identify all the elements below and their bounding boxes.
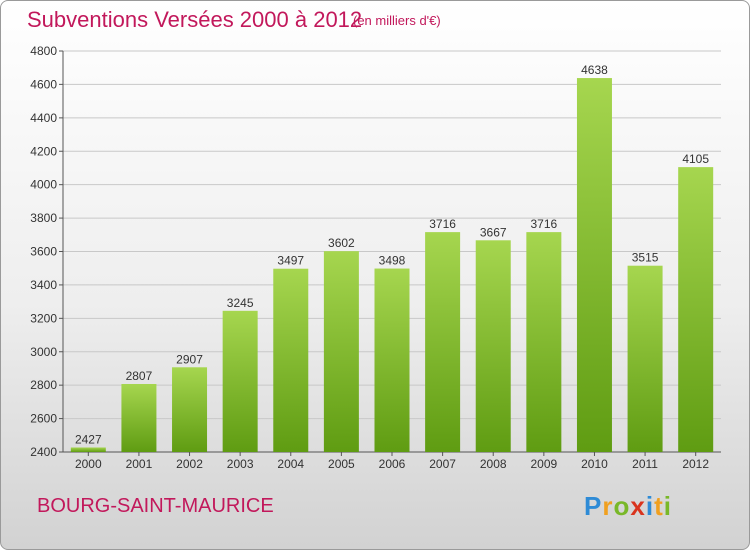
bar-2009 [526, 232, 562, 452]
logo-letter: r [602, 491, 614, 521]
x-tick-label-2001: 2001 [126, 457, 153, 471]
y-tick-label: 3200 [30, 311, 57, 325]
y-tick-label: 4600 [30, 77, 57, 91]
bar-2001 [121, 383, 157, 452]
bar-2000 [70, 447, 106, 452]
value-label-2005: 3602 [328, 236, 355, 250]
x-tick-label-2009: 2009 [530, 457, 557, 471]
bar-2007 [425, 232, 461, 452]
label-layer: 2427 2807 2907 3245 3497 3602 3498 3716 3667 3716… [75, 63, 709, 446]
value-label-2000: 2427 [75, 432, 102, 446]
x-tick-label-2004: 2004 [277, 457, 304, 471]
bar-2008 [475, 240, 511, 452]
y-tick-label: 3600 [30, 245, 57, 259]
value-label-2010: 4638 [581, 63, 608, 77]
value-label-2012: 4105 [682, 152, 709, 166]
x-tick-label-2005: 2005 [328, 457, 355, 471]
x-tick-label-2000: 2000 [75, 457, 102, 471]
x-tick-label-2007: 2007 [429, 457, 456, 471]
x-tick-label-2003: 2003 [227, 457, 254, 471]
chart-title: Subventions Versées 2000 à 2012 [27, 7, 363, 32]
value-label-2003: 3245 [227, 296, 254, 310]
x-tick-label-2012: 2012 [682, 457, 709, 471]
y-tick-label: 2600 [30, 412, 57, 426]
proxiti-logo: Proxiti [584, 491, 672, 522]
y-tick-label: 3800 [30, 211, 57, 225]
y-tick-label: 4400 [30, 111, 57, 125]
value-label-2006: 3498 [379, 254, 406, 268]
value-label-2007: 3716 [429, 217, 456, 231]
bar-layer [70, 78, 714, 452]
axis-layer: 2400 2600 2800 3000 3200 3400 3600 3800 4000 4200… [30, 44, 721, 471]
bar-2006 [374, 268, 410, 452]
value-label-2004: 3497 [277, 254, 304, 268]
commune-name: BOURG-SAINT-MAURICE [37, 495, 274, 517]
x-tick-label-2006: 2006 [379, 457, 406, 471]
logo-letter: o [613, 491, 631, 521]
value-label-2009: 3716 [530, 217, 557, 231]
logo-letter: i [663, 491, 672, 521]
bar-2005 [323, 251, 359, 452]
value-label-2008: 3667 [480, 225, 507, 239]
value-label-2002: 2907 [176, 352, 203, 366]
logo-letter: P [584, 491, 603, 521]
y-tick-label: 2800 [30, 378, 57, 392]
y-tick-label: 4800 [30, 44, 57, 58]
y-tick-label: 4200 [30, 144, 57, 158]
x-tick-label-2008: 2008 [480, 457, 507, 471]
x-tick-label-2002: 2002 [176, 457, 203, 471]
chart-subtitle: (en milliers d'€) [353, 13, 441, 28]
x-tick-label-2010: 2010 [581, 457, 608, 471]
logo-letter: i [645, 491, 655, 521]
bar-2003 [222, 310, 258, 452]
value-label-2001: 2807 [126, 369, 153, 383]
logo-letter: x [630, 491, 646, 521]
bar-2012 [678, 167, 714, 452]
value-label-2011: 3515 [632, 251, 659, 265]
bar-2011 [627, 265, 663, 452]
x-tick-label-2011: 2011 [632, 457, 658, 471]
y-tick-label: 2400 [30, 445, 57, 459]
bar-chart: 2400 2600 2800 3000 3200 3400 3600 3800 4000 4200… [30, 44, 721, 471]
y-tick-label: 3400 [30, 278, 57, 292]
bar-2010 [576, 78, 612, 452]
logo-letter: t [654, 491, 664, 521]
bar-2002 [172, 367, 208, 452]
bar-2004 [273, 268, 309, 452]
y-tick-label: 4000 [30, 178, 57, 192]
y-tick-label: 3000 [30, 345, 57, 359]
